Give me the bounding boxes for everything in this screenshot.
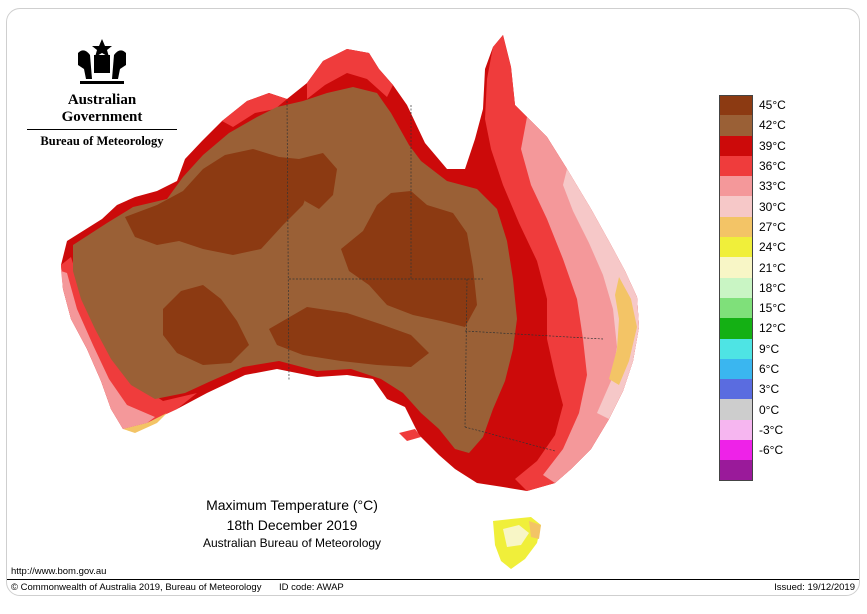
coat-of-arms-icon	[78, 39, 126, 84]
legend-swatch	[719, 358, 753, 380]
legend-row: 18°C	[719, 277, 786, 298]
footer-bar: © Commonwealth of Australia 2019, Bureau…	[7, 579, 859, 595]
legend-label: 24°C	[759, 240, 786, 255]
legend-row: 3°C	[719, 379, 786, 400]
map-title: Maximum Temperature (°C)	[206, 497, 378, 513]
legend-row: 0°C	[719, 399, 786, 420]
legend-label: 27°C	[759, 219, 786, 234]
legend-swatch	[719, 95, 753, 116]
legend-row: 27°C	[719, 216, 786, 238]
legend-label: 3°C	[759, 382, 780, 397]
legend-label: 45°C	[759, 98, 786, 113]
legend-row: 6°C	[719, 358, 786, 380]
legend-swatch	[719, 379, 753, 400]
legend-label: 36°C	[759, 159, 786, 174]
hot-core-45c-south	[269, 307, 429, 367]
legend-label: 9°C	[759, 341, 780, 356]
legend-label: 30°C	[759, 199, 786, 214]
legend-row: 24°C	[719, 237, 786, 258]
website-link[interactable]: http://www.bom.gov.au	[11, 566, 107, 577]
legend-swatch	[719, 135, 753, 156]
hot-core-45c-north	[299, 153, 337, 209]
legend-row: 42°C	[719, 115, 786, 136]
sw-coast-27c-band	[123, 413, 167, 433]
legend-label: 33°C	[759, 179, 786, 194]
legend-swatch	[719, 297, 753, 319]
legend-swatch	[719, 440, 753, 461]
temperature-map	[61, 35, 639, 569]
legend-label: 6°C	[759, 362, 780, 376]
legend-label: -6°C	[759, 443, 784, 458]
legend-swatch	[719, 196, 753, 217]
legend-swatch	[719, 338, 753, 359]
legend-label: 0°C	[759, 402, 780, 417]
legend-label: 42°C	[759, 118, 786, 133]
map-source: Australian Bureau of Meteorology	[202, 536, 382, 550]
legend-swatch	[719, 115, 753, 136]
kimberley-36c-band	[222, 93, 287, 127]
hot-core-45c-west	[125, 149, 313, 255]
issued-text: Issued: 19/12/2019	[774, 582, 855, 593]
id-code-text: ID code: AWAP	[279, 582, 344, 593]
temperature-legend: 45°C 42°C 39°C 36°C 33°C 30°C 27°C 24°C 21°C 18°C…	[719, 95, 786, 481]
hot-core-45c-central	[341, 191, 477, 327]
legend-row: 21°C	[719, 257, 786, 278]
legend-row: 39°C	[719, 135, 786, 156]
government-title: Australian Government	[27, 92, 177, 130]
legend-row	[719, 460, 786, 481]
legend-swatch	[719, 460, 753, 481]
legend-swatch	[719, 216, 753, 238]
copyright-text: © Commonwealth of Australia 2019, Bureau…	[11, 582, 262, 593]
legend-label: 15°C	[759, 301, 786, 316]
legend-swatch	[719, 176, 753, 197]
tasmania-21c-area	[503, 525, 529, 547]
kangaroo-island	[399, 429, 421, 441]
east-coast-27c-band	[609, 277, 637, 385]
legend-row: 30°C	[719, 196, 786, 217]
legend-label: 21°C	[759, 260, 786, 275]
legend-row: 12°C	[719, 318, 786, 339]
legend-label: 12°C	[759, 321, 786, 336]
legend-swatch	[719, 237, 753, 258]
legend-swatch	[719, 155, 753, 177]
legend-row: 33°C	[719, 176, 786, 197]
legend-label: 39°C	[759, 138, 786, 153]
legend-swatch	[719, 419, 753, 441]
government-logo: Australian Government Bureau of Meteorol…	[27, 35, 177, 149]
legend-swatch	[719, 257, 753, 278]
north-coast-36c-band	[307, 49, 393, 99]
legend-row: 45°C	[719, 95, 786, 116]
sw-coast-33c-band	[61, 271, 155, 429]
legend-label: 18°C	[759, 280, 786, 295]
tasmania-27c-area	[529, 521, 541, 539]
legend-row: 9°C	[719, 338, 786, 359]
hot-core-45c-sw	[163, 285, 249, 365]
legend-row: -6°C	[719, 440, 786, 461]
bureau-title: Bureau of Meteorology	[40, 134, 164, 148]
map-caption: Maximum Temperature (°C) 18th December 2…	[147, 497, 437, 550]
legend-swatch	[719, 399, 753, 420]
legend-swatch	[719, 318, 753, 339]
map-frame: Australian Government Bureau of Meteorol…	[6, 8, 860, 596]
legend-row: 36°C	[719, 155, 786, 177]
legend-label: -3°C	[759, 422, 784, 437]
legend-row: 15°C	[719, 297, 786, 319]
legend-swatch	[719, 277, 753, 298]
legend-row: -3°C	[719, 419, 786, 441]
state-borders	[286, 100, 604, 452]
map-date: 18th December 2019	[226, 517, 358, 533]
